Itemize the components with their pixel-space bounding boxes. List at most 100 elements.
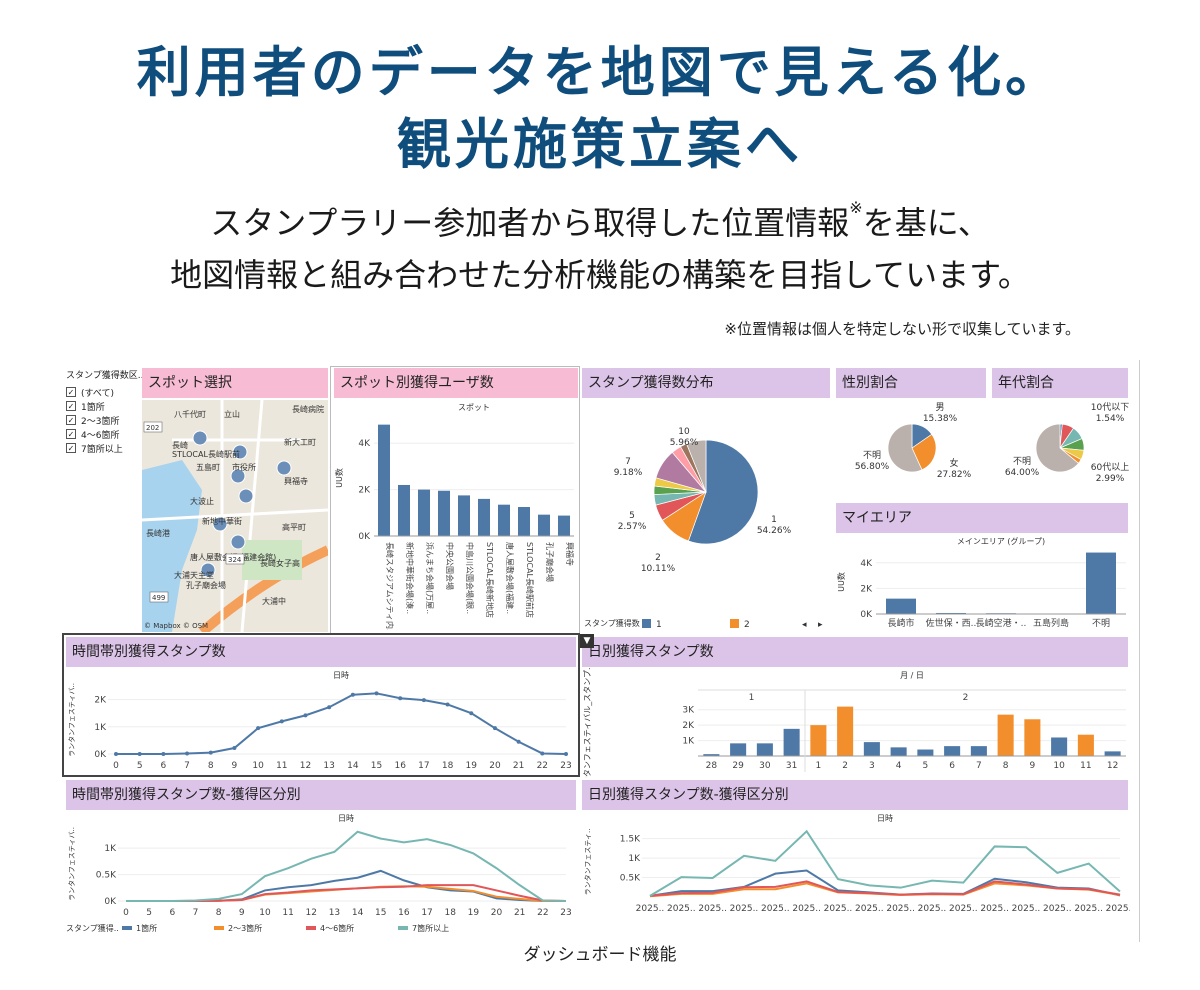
map-label: 長崎病院 — [292, 404, 324, 414]
bar — [703, 754, 720, 756]
bar — [997, 714, 1014, 756]
slice-label: 10 — [678, 427, 690, 437]
map-label: 長崎港 — [146, 528, 170, 538]
map-label: 長崎女子高 — [260, 558, 300, 568]
group-label: 2 — [963, 693, 969, 703]
legend-label: 4〜6箇所 — [320, 923, 354, 933]
checkbox-icon[interactable]: ✓ — [66, 401, 76, 411]
data-point — [445, 702, 450, 707]
prev-icon: ◂ — [802, 620, 807, 630]
bar — [944, 746, 961, 756]
dashboard: スタンプ獲得数区.. ✓ (すべて) ✓ 1箇所 ✓ 2〜3箇所 ✓ 4〜6箇所 ✓ 7箇… — [62, 360, 1140, 942]
x-tick-label: 18 — [444, 908, 456, 918]
bar — [438, 490, 450, 536]
y-tick-label: 1.5K — [620, 835, 641, 845]
x-tick-label: 7 — [976, 761, 982, 771]
data-point — [564, 752, 568, 756]
x-tick-label: 12 — [1107, 761, 1118, 771]
x-tick-label: 15 — [375, 908, 386, 918]
data-point — [492, 726, 497, 731]
data-point — [398, 696, 403, 701]
bar — [917, 749, 934, 756]
bar — [1104, 751, 1121, 756]
filter-item-2-3[interactable]: ✓ 2〜3箇所 — [66, 413, 143, 427]
x-tick-label: 中島川公園会場(眼.. — [465, 542, 475, 614]
x-tick-label: 長崎市 — [887, 617, 914, 629]
pie-slice — [686, 439, 707, 493]
map-attribution: © Mapbox © OSM — [144, 622, 208, 630]
x-tick-label: 8 — [208, 761, 214, 771]
stamp-dist-chart: 154.26%210.11%52.57%79.18%105.96%スタンプ獲得数… — [584, 427, 823, 630]
pie-slice — [1035, 423, 1079, 473]
map-label: 長崎 — [172, 440, 188, 450]
filter-item-7plus[interactable]: ✓ 7箇所以上 — [66, 441, 143, 455]
data-point — [114, 752, 118, 756]
y-tick-label: 2K — [94, 696, 107, 706]
x-tick-label: 10 — [259, 908, 271, 918]
spot-marker — [200, 562, 216, 578]
legend-swatch — [398, 926, 408, 930]
slice-value: 9.18% — [614, 468, 643, 478]
highway — [198, 545, 328, 632]
x-tick-label: 15 — [371, 761, 382, 771]
x-tick-label: 3 — [869, 761, 875, 771]
legend-swatch — [306, 926, 316, 930]
filter-label: (すべて) — [81, 388, 115, 399]
data-point — [327, 705, 332, 710]
filter-label: 7箇所以上 — [81, 444, 123, 455]
svg-text:202: 202 — [146, 424, 159, 432]
slice-label: 不明 — [1013, 456, 1031, 467]
spot-users-chart: スポット UU数 0K 2K 4K 長崎スタジアムシティ内.. 新地中華街会場(湊.. 浜んま… — [334, 403, 575, 630]
spot-marker — [238, 488, 254, 504]
filter-funnel-icon[interactable]: ▼ — [580, 634, 594, 648]
map-label: 新地中華街 — [202, 516, 242, 526]
filter-item-1[interactable]: ✓ 1箇所 — [66, 399, 143, 413]
filter-item-all[interactable]: ✓ (すべて) — [66, 385, 143, 399]
map-label: 興福寺 — [284, 476, 308, 486]
footnote: ※位置情報は個人を特定しない形で収集しています。 — [724, 320, 1080, 338]
bar — [756, 743, 773, 756]
map-label: 八千代町 — [174, 409, 206, 419]
data-point — [279, 719, 284, 724]
chart-title: メインエリア (グループ) — [957, 536, 1045, 546]
filter-label: 4〜6箇所 — [81, 430, 120, 441]
x-tick-label: 0 — [123, 908, 129, 918]
slice-label: 7 — [625, 457, 631, 467]
checkbox-icon[interactable]: ✓ — [66, 443, 76, 453]
data-point — [469, 711, 474, 716]
checkbox-icon[interactable]: ✓ — [66, 429, 76, 439]
x-tick-label: 23 — [560, 761, 571, 771]
checkbox-icon[interactable]: ✓ — [66, 415, 76, 425]
x-tick-label: 2025.. — [698, 904, 727, 914]
checkbox-icon[interactable]: ✓ — [66, 387, 76, 397]
x-tick-label: 9 — [232, 761, 238, 771]
x-tick-label: 6 — [169, 908, 175, 918]
map-label: 高平町 — [282, 522, 306, 532]
subtitle-line1-end: を基に、 — [862, 204, 990, 242]
y-axis-label: ランタンフェスティバ.. — [67, 827, 76, 901]
slice-label: 不明 — [863, 450, 881, 461]
spot-select-title: スポット選択 — [142, 368, 328, 398]
filter-item-4-6[interactable]: ✓ 4〜6箇所 — [66, 427, 143, 441]
x-tick-label: STLOCAL長崎新地店 — [485, 542, 495, 618]
y-tick-label: 4K — [358, 439, 371, 449]
bar — [730, 743, 747, 756]
y-tick-label: 1K — [628, 854, 641, 864]
hourly-cat-title: 時間帯別獲得スタンプ数-獲得区分別 — [66, 780, 576, 810]
daily-cat-title: 日別獲得スタンプ数-獲得区分別 — [582, 780, 1128, 810]
map-label: 市役所 — [232, 462, 256, 472]
legend-swatch — [642, 619, 651, 628]
slice-value: 1.54% — [1096, 414, 1125, 424]
legend-label: 1 — [656, 620, 662, 630]
x-tick-label: 長崎スタジアムシティ内.. — [385, 542, 395, 630]
x-tick-label: 8 — [1003, 761, 1009, 771]
spot-marker — [230, 468, 246, 484]
y-axis-label: ランタンフェスティバ.. — [67, 683, 76, 757]
map-label: STLOCAL長崎駅前 — [172, 449, 240, 459]
slice-label: 60代以上 — [1091, 462, 1129, 473]
x-tick-label: 唐人屋敷会場(福建.. — [505, 542, 515, 614]
